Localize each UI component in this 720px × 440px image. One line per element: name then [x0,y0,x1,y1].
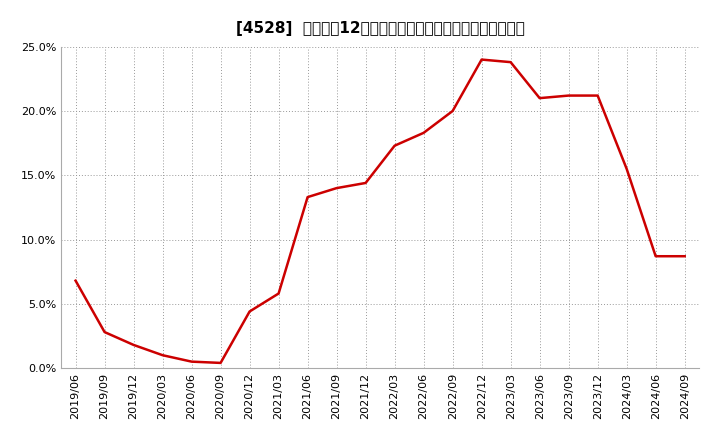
Title: [4528]  売上高の12か月移動合計の対前年同期増減率の推移: [4528] 売上高の12か月移動合計の対前年同期増減率の推移 [235,21,525,36]
